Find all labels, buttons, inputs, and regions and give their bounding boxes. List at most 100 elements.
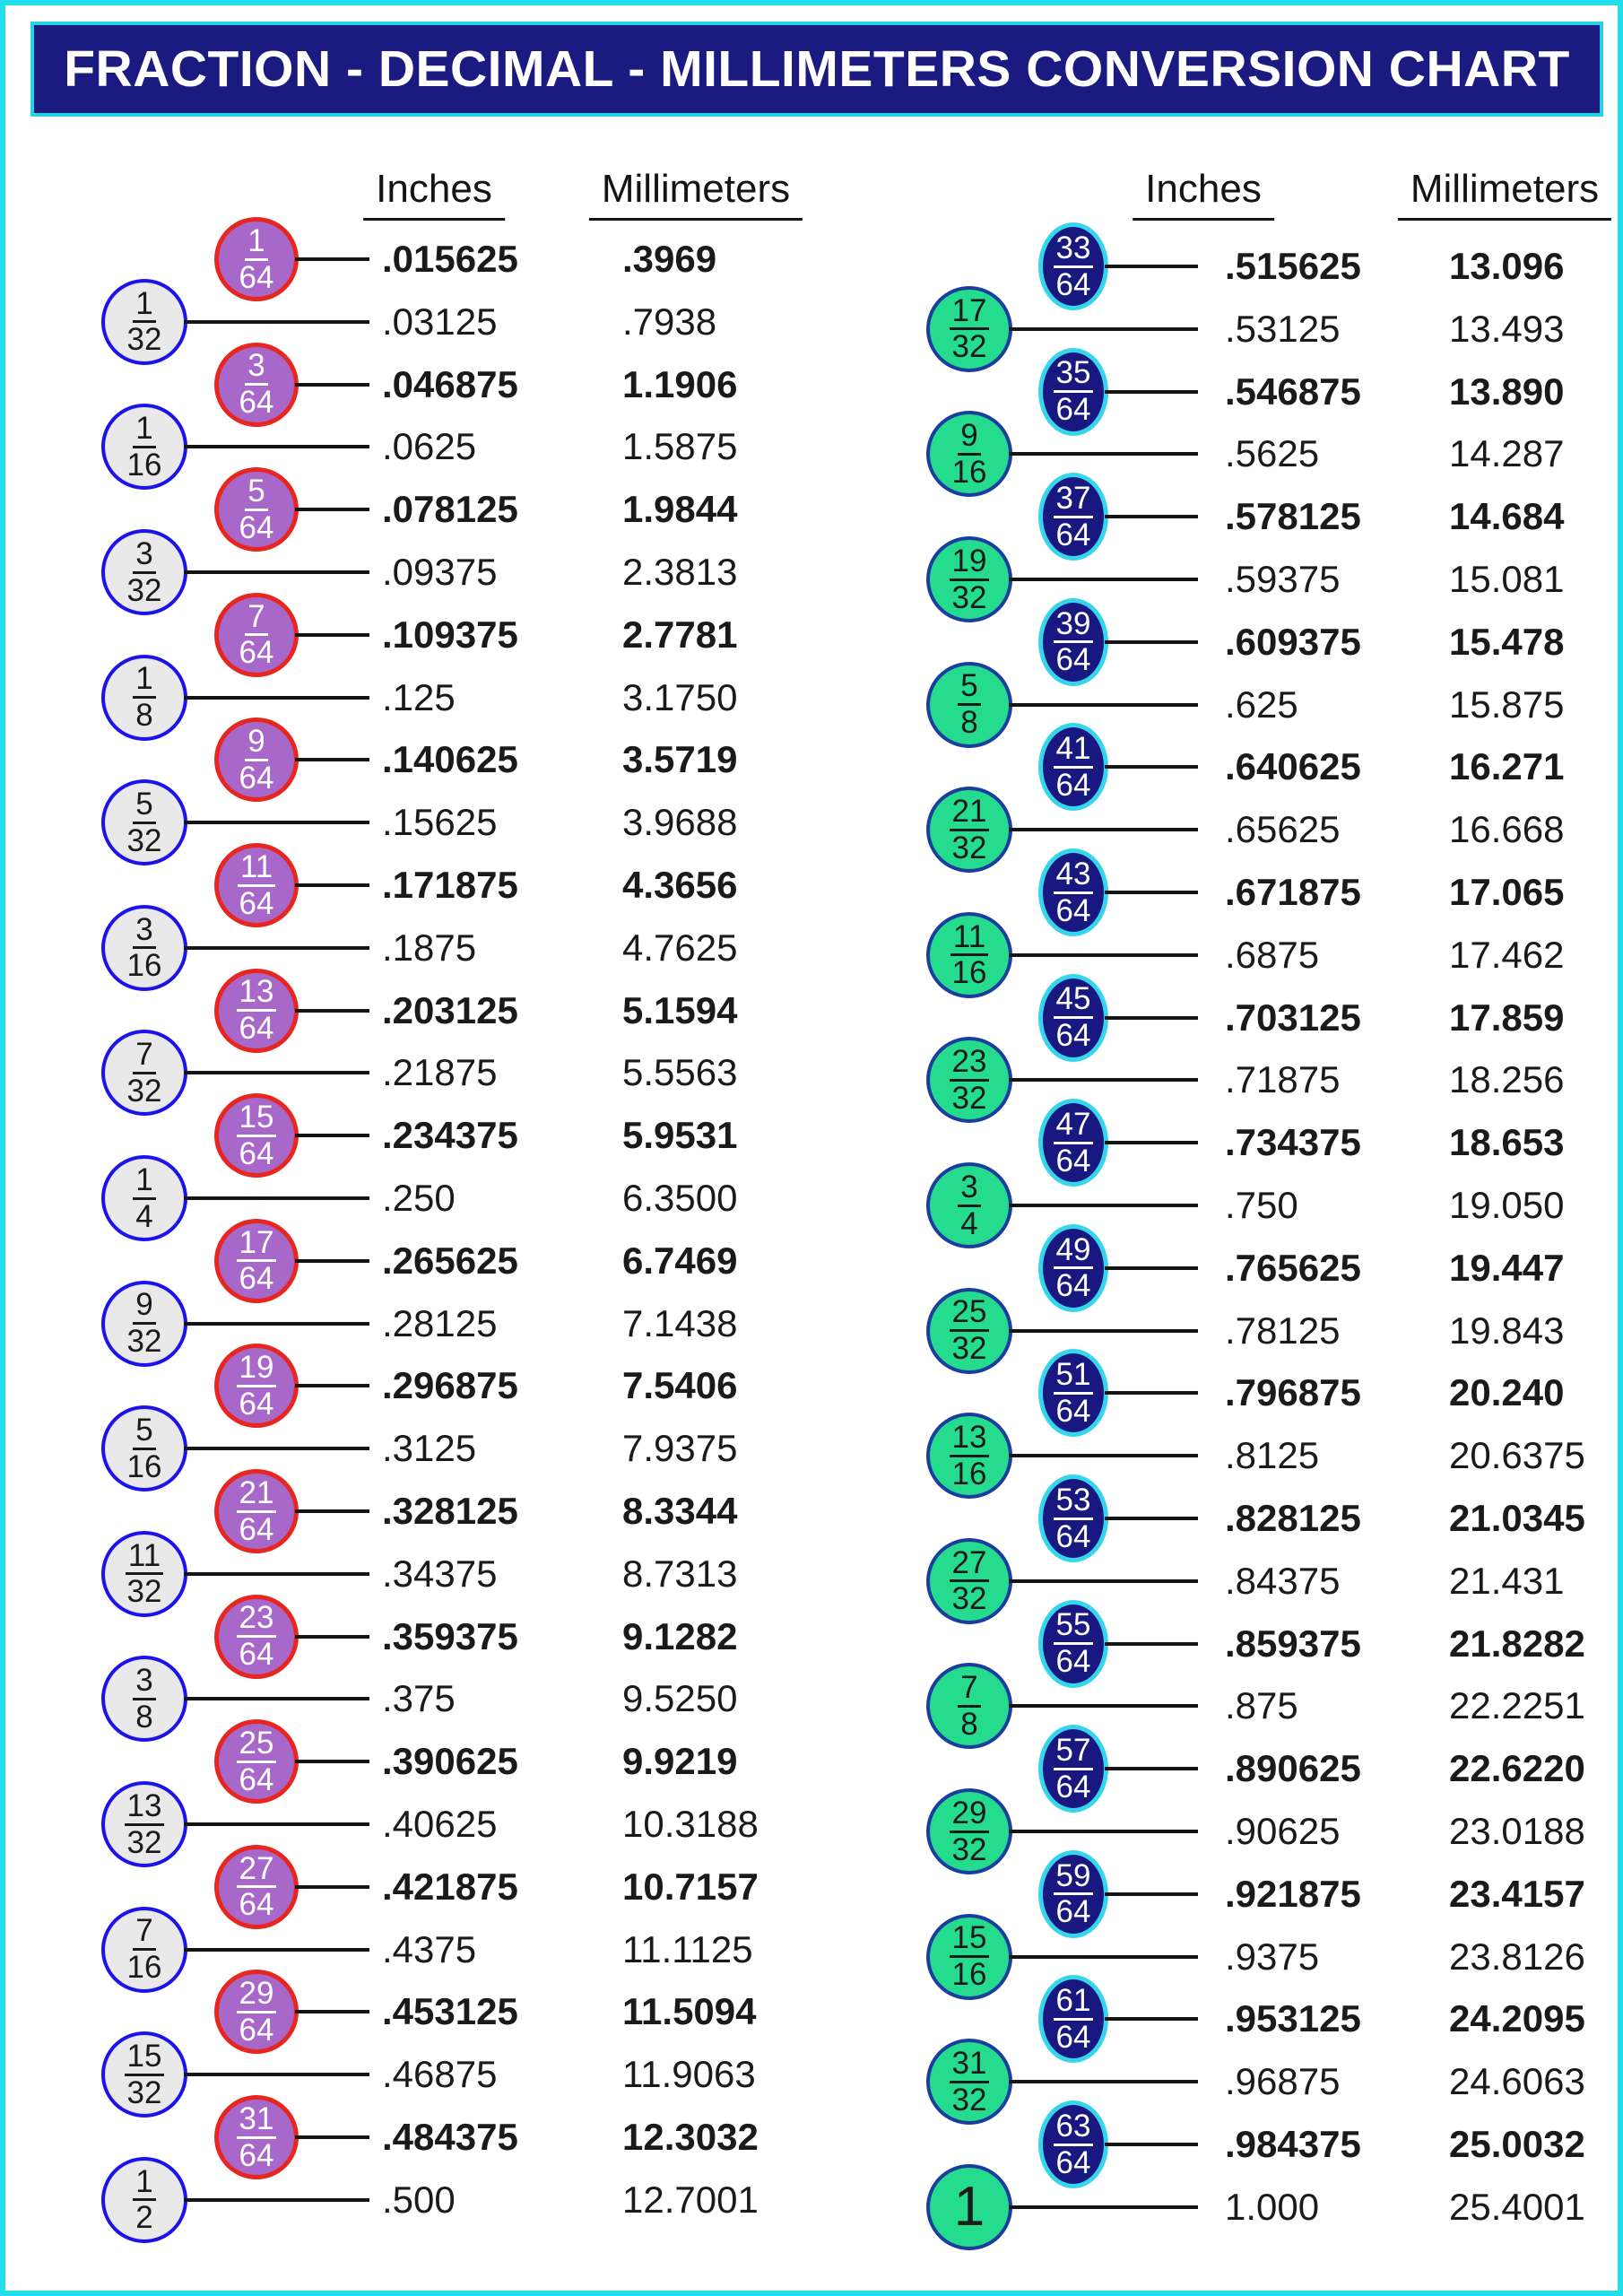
- connector-line: [295, 257, 369, 261]
- connector-line: [184, 445, 369, 449]
- connector-line: [184, 1071, 369, 1075]
- fraction: 1 32: [127, 287, 162, 356]
- mm-value: 13.890: [1449, 370, 1565, 413]
- fraction: 21 64: [236, 1477, 277, 1545]
- mm-value: 15.875: [1449, 683, 1565, 726]
- mm-value: 25.4001: [1449, 2185, 1585, 2228]
- fraction: 1 16: [127, 413, 162, 481]
- mm-value: 19.050: [1449, 1184, 1565, 1226]
- mm-value: 23.8126: [1449, 1935, 1585, 1978]
- fraction-denominator: 32: [126, 822, 162, 858]
- inches-value: .953125: [1225, 1997, 1361, 2040]
- fraction-circle: 51 64: [1038, 1349, 1108, 1438]
- fraction-numerator: 13: [949, 1422, 990, 1457]
- fraction: 49 64: [1053, 1233, 1094, 1302]
- mm-value: 9.1282: [622, 1614, 738, 1657]
- mm-value: 11.5094: [622, 1990, 757, 2033]
- connector-line: [1009, 1204, 1198, 1207]
- fraction: 9 64: [239, 726, 274, 794]
- fraction-numerator: 17: [949, 294, 990, 331]
- fraction: 7 32: [127, 1039, 162, 1107]
- fraction: 25 32: [949, 1296, 990, 1364]
- fraction-denominator: 32: [126, 572, 162, 608]
- fraction-circle: 43 64: [1038, 848, 1108, 936]
- connector-line: [1105, 1517, 1198, 1520]
- fraction-numerator: 11: [125, 1539, 164, 1576]
- inches-value: .09375: [382, 551, 498, 593]
- fraction-numerator: 49: [1053, 1233, 1094, 1270]
- fraction-circle: 27 32: [926, 1537, 1012, 1624]
- mm-value: 6.3500: [622, 1177, 738, 1219]
- fraction-numerator: 27: [236, 1852, 277, 1889]
- fraction-denominator: 64: [239, 1386, 274, 1422]
- inches-value: .484375: [382, 2116, 518, 2158]
- fraction-circle: 17 32: [926, 285, 1012, 372]
- fraction-denominator: 8: [960, 705, 978, 741]
- fraction-circle: 25 64: [214, 1719, 299, 1805]
- fraction-numerator: 1: [133, 287, 156, 324]
- fraction-circle: 13 16: [926, 1413, 1012, 1500]
- connector-line: [1009, 326, 1198, 331]
- connector-line: [295, 2010, 369, 2014]
- connector-line: [184, 1822, 369, 1826]
- connector-line: [184, 2197, 369, 2202]
- inches-value: .90625: [1225, 1810, 1341, 1852]
- fraction: 7 64: [239, 600, 274, 669]
- fraction-denominator: 64: [1055, 1018, 1091, 1054]
- fraction-numerator: 9: [245, 726, 268, 761]
- fraction-circle: 1 16: [101, 404, 187, 491]
- fraction-circle: 11 32: [101, 1530, 187, 1617]
- fraction-denominator: 64: [1055, 266, 1091, 302]
- mm-value: 16.271: [1449, 745, 1565, 788]
- fraction-denominator: 32: [126, 1324, 162, 1360]
- fraction-circle: 33 64: [1038, 222, 1108, 310]
- fraction: 47 64: [1053, 1109, 1094, 1177]
- fraction: 31 64: [236, 2103, 277, 2171]
- connector-line: [184, 945, 369, 950]
- fraction: 13 64: [236, 976, 277, 1044]
- fraction-denominator: 16: [951, 955, 987, 991]
- whole-number: 1: [953, 2175, 985, 2238]
- fraction-circle: 19 64: [214, 1344, 299, 1429]
- fraction-circle: 23 32: [926, 1037, 1012, 1124]
- inches-value: .203125: [382, 988, 518, 1031]
- fraction-denominator: 64: [1055, 1769, 1091, 1805]
- fraction-denominator: 64: [239, 1261, 274, 1297]
- inches-value: .890625: [1225, 1747, 1361, 1790]
- mm-value: 1.5875: [622, 425, 738, 468]
- mm-value: 6.7469: [622, 1239, 738, 1282]
- fraction-numerator: 43: [1053, 858, 1094, 894]
- inches-value: .796875: [1225, 1371, 1361, 1414]
- fraction: 29 64: [236, 1978, 277, 2048]
- mm-value: 8.7313: [622, 1552, 738, 1595]
- mm-value: 2.7781: [622, 613, 738, 656]
- fraction-denominator: 64: [239, 2012, 274, 2048]
- fraction: 3 16: [127, 913, 162, 982]
- fraction-numerator: 5: [245, 475, 268, 511]
- fraction-numerator: 5: [133, 788, 156, 824]
- fraction: 1 64: [239, 225, 274, 293]
- connector-line: [1009, 1954, 1198, 1959]
- mm-value: 17.859: [1449, 996, 1565, 1039]
- fraction-circle: 39 64: [1038, 597, 1108, 686]
- connector-line: [295, 1134, 369, 1138]
- mm-value: 15.081: [1449, 558, 1565, 600]
- mm-value: 19.447: [1449, 1246, 1565, 1289]
- mm-value: 9.9219: [622, 1740, 738, 1783]
- fraction-circle: 31 64: [214, 2095, 299, 2179]
- fraction-denominator: 16: [126, 1448, 162, 1484]
- fraction-denominator: 2: [135, 2200, 153, 2236]
- mm-value: 3.1750: [622, 675, 738, 718]
- fraction-circle: 3 64: [214, 342, 299, 427]
- fraction-circle: 21 64: [214, 1469, 299, 1553]
- inches-value: .21875: [382, 1051, 498, 1094]
- mm-value: .7938: [622, 300, 717, 343]
- inches-value: .96875: [1225, 2060, 1341, 2103]
- fraction-numerator: 7: [958, 1672, 981, 1708]
- mm-value: 24.6063: [1449, 2060, 1585, 2103]
